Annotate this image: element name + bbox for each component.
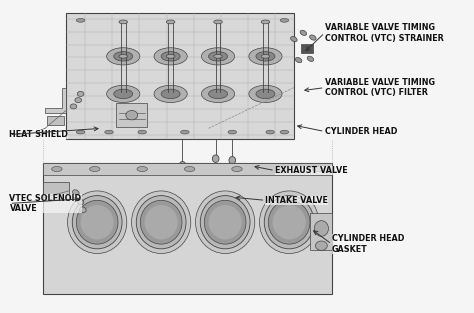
Ellipse shape xyxy=(291,37,297,42)
Ellipse shape xyxy=(316,241,327,250)
Ellipse shape xyxy=(137,167,147,172)
Polygon shape xyxy=(43,163,332,175)
Ellipse shape xyxy=(76,200,118,244)
Ellipse shape xyxy=(261,20,270,24)
Ellipse shape xyxy=(107,48,140,65)
Polygon shape xyxy=(66,13,294,139)
Ellipse shape xyxy=(310,35,316,40)
Ellipse shape xyxy=(105,130,113,134)
Ellipse shape xyxy=(166,54,175,58)
Ellipse shape xyxy=(132,191,191,254)
Ellipse shape xyxy=(280,130,289,134)
Ellipse shape xyxy=(72,196,122,249)
Ellipse shape xyxy=(154,85,187,103)
Polygon shape xyxy=(116,103,147,127)
Text: VTEC SOLENOID
VALVE: VTEC SOLENOID VALVE xyxy=(9,194,82,213)
Ellipse shape xyxy=(80,207,86,213)
Polygon shape xyxy=(310,213,332,250)
Ellipse shape xyxy=(126,110,138,120)
Ellipse shape xyxy=(200,196,250,249)
Text: VARIABLE VALVE TIMING
CONTROL (VTC) FILTER: VARIABLE VALVE TIMING CONTROL (VTC) FILT… xyxy=(325,78,435,97)
Ellipse shape xyxy=(77,199,84,205)
Ellipse shape xyxy=(75,98,82,103)
Ellipse shape xyxy=(195,191,255,254)
Text: CYLINDER HEAD: CYLINDER HEAD xyxy=(325,127,397,136)
Ellipse shape xyxy=(179,162,186,169)
Ellipse shape xyxy=(90,167,100,172)
Ellipse shape xyxy=(119,54,128,58)
Ellipse shape xyxy=(52,167,62,172)
Ellipse shape xyxy=(140,200,182,244)
Ellipse shape xyxy=(312,167,323,172)
Ellipse shape xyxy=(119,20,128,24)
Polygon shape xyxy=(43,163,332,294)
Text: VARIABLE VALVE TIMING
CONTROL (VTC) STRAINER: VARIABLE VALVE TIMING CONTROL (VTC) STRA… xyxy=(325,23,444,43)
Ellipse shape xyxy=(181,130,189,134)
Ellipse shape xyxy=(307,56,314,61)
Ellipse shape xyxy=(184,167,195,172)
Text: CYLINDER HEAD
GASKET: CYLINDER HEAD GASKET xyxy=(332,234,404,254)
Ellipse shape xyxy=(249,48,282,65)
Text: EXHAUST VALVE: EXHAUST VALVE xyxy=(275,166,347,175)
Ellipse shape xyxy=(107,85,140,103)
Polygon shape xyxy=(301,44,313,53)
Ellipse shape xyxy=(214,20,222,24)
Text: HEAT SHIELD: HEAT SHIELD xyxy=(9,130,68,139)
Ellipse shape xyxy=(256,52,275,61)
Ellipse shape xyxy=(76,18,85,22)
Ellipse shape xyxy=(67,191,127,254)
Ellipse shape xyxy=(81,205,114,239)
Ellipse shape xyxy=(268,200,310,244)
Text: INTAKE VALVE: INTAKE VALVE xyxy=(265,196,328,205)
Ellipse shape xyxy=(114,89,133,99)
Ellipse shape xyxy=(249,85,282,103)
Ellipse shape xyxy=(201,85,235,103)
Ellipse shape xyxy=(259,191,319,254)
Ellipse shape xyxy=(137,196,186,249)
Ellipse shape xyxy=(166,20,175,24)
Ellipse shape xyxy=(154,48,187,65)
Ellipse shape xyxy=(201,48,235,65)
Ellipse shape xyxy=(266,130,274,134)
Ellipse shape xyxy=(161,89,180,99)
Ellipse shape xyxy=(114,52,133,61)
Polygon shape xyxy=(47,116,64,125)
Ellipse shape xyxy=(161,52,180,61)
Ellipse shape xyxy=(256,89,275,99)
Ellipse shape xyxy=(232,167,242,172)
Ellipse shape xyxy=(209,52,228,61)
Ellipse shape xyxy=(70,104,77,109)
Ellipse shape xyxy=(229,156,236,164)
Ellipse shape xyxy=(261,54,270,58)
Ellipse shape xyxy=(209,205,242,239)
Ellipse shape xyxy=(209,89,228,99)
Polygon shape xyxy=(45,88,66,113)
Ellipse shape xyxy=(228,130,237,134)
Ellipse shape xyxy=(73,190,79,195)
Ellipse shape xyxy=(214,54,222,58)
Ellipse shape xyxy=(204,200,246,244)
Ellipse shape xyxy=(273,205,306,239)
Polygon shape xyxy=(43,182,69,200)
Ellipse shape xyxy=(212,155,219,162)
Ellipse shape xyxy=(300,30,307,35)
Ellipse shape xyxy=(77,91,84,96)
Ellipse shape xyxy=(138,130,146,134)
Ellipse shape xyxy=(76,130,85,134)
Ellipse shape xyxy=(280,18,289,22)
Ellipse shape xyxy=(314,221,328,236)
Ellipse shape xyxy=(145,205,178,239)
Ellipse shape xyxy=(264,196,314,249)
Ellipse shape xyxy=(279,167,290,172)
Ellipse shape xyxy=(295,58,302,63)
